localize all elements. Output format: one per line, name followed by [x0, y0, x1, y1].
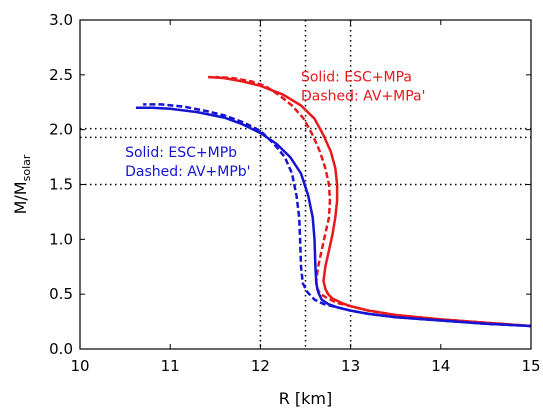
x-tick-label: 15 — [521, 357, 540, 375]
series-annotation: Solid: ESC+MPa Dashed: AV+MPa' — [301, 69, 426, 104]
y-axis-title-main: M/M — [11, 181, 30, 214]
annotation-line: Dashed: AV+MPa' — [301, 88, 426, 104]
annotation-line: Solid: ESC+MPa — [301, 69, 412, 85]
x-tick-label: 11 — [161, 357, 180, 375]
annotation-line: Solid: ESC+MPb — [125, 145, 237, 161]
series-annotation: Solid: ESC+MPb Dashed: AV+MPb' — [125, 145, 250, 180]
series-layer — [135, 75, 532, 328]
y-tick-label: 0.0 — [49, 340, 73, 358]
x-tick-label: 13 — [341, 357, 360, 375]
series-line-solid — [208, 75, 532, 328]
y-axis-title: M/Msolar — [11, 154, 33, 214]
y-tick-label: 3.0 — [49, 11, 73, 29]
x-axis-title: R [km] — [279, 389, 333, 408]
x-tick-label: 10 — [70, 357, 89, 375]
series-line-dashed — [215, 75, 532, 328]
y-tick-label: 0.5 — [49, 285, 73, 303]
y-axis-title-subscript: solar — [20, 154, 33, 181]
annotation-line: Dashed: AV+MPb' — [125, 164, 250, 180]
y-tick-label: 2.0 — [49, 121, 73, 139]
series-line-dashed — [143, 103, 532, 328]
y-tick-label: 1.0 — [49, 230, 73, 248]
annotations-layer: Solid: ESC+MPa Dashed: AV+MPa'Solid: ESC+… — [125, 69, 425, 180]
x-tick-label: 14 — [431, 357, 450, 375]
ticks-layer: 10 11 12 13 14 15 0.0 0.5 1.0 1.5 2.0 2.5 3.0 — [49, 11, 540, 375]
y-tick-label: 1.5 — [49, 176, 73, 194]
series-line-solid — [135, 106, 532, 328]
x-tick-label: 12 — [251, 357, 270, 375]
y-tick-label: 2.5 — [49, 66, 73, 84]
